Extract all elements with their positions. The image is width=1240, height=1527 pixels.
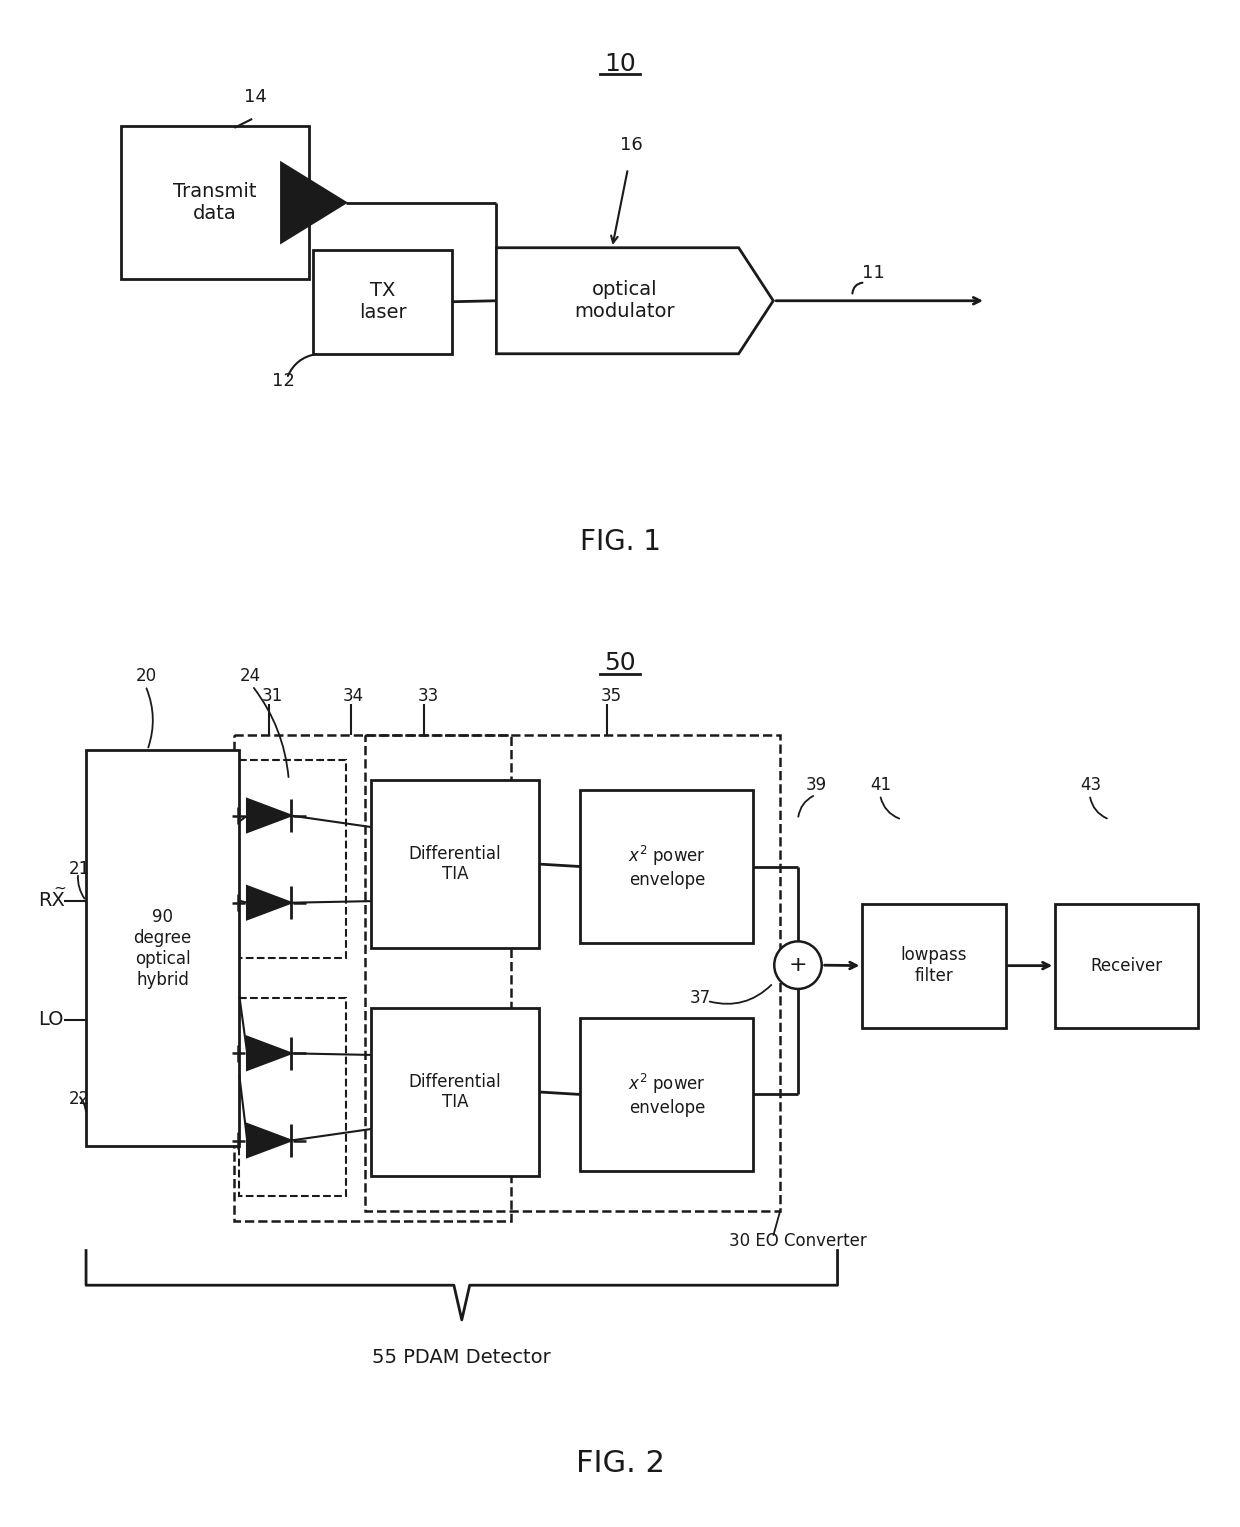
Bar	[1055, 904, 1198, 1028]
Text: 22: 22	[68, 1090, 89, 1109]
Text: $x^2$ power
envelope: $x^2$ power envelope	[629, 1072, 706, 1116]
Text: lowpass
filter: lowpass filter	[900, 947, 967, 985]
Text: LO: LO	[38, 1011, 64, 1029]
Bar	[234, 736, 511, 1220]
Bar	[580, 789, 754, 944]
Text: 14: 14	[244, 89, 267, 105]
Text: 21: 21	[68, 860, 89, 878]
Text: 24: 24	[239, 667, 260, 684]
Polygon shape	[247, 1037, 290, 1070]
Text: 41: 41	[870, 776, 892, 794]
Bar	[580, 1017, 754, 1171]
Text: 11: 11	[862, 264, 885, 281]
Bar	[365, 736, 780, 1211]
Bar	[239, 997, 346, 1196]
Text: Transmit
data: Transmit data	[172, 182, 257, 223]
Bar	[120, 125, 309, 279]
Text: 43: 43	[1080, 776, 1101, 794]
Bar	[86, 750, 239, 1147]
Text: RX: RX	[38, 892, 66, 910]
Text: FIG. 1: FIG. 1	[579, 528, 661, 556]
Text: 37: 37	[689, 989, 711, 1006]
Text: 55 PDAM Detector: 55 PDAM Detector	[372, 1348, 551, 1367]
Text: TX
laser: TX laser	[358, 281, 407, 322]
Text: 30 EO Converter: 30 EO Converter	[729, 1232, 867, 1249]
Text: 31: 31	[262, 687, 283, 704]
Text: 33: 33	[418, 687, 439, 704]
Text: Differential
TIA: Differential TIA	[408, 1072, 501, 1112]
Text: 35: 35	[600, 687, 621, 704]
Polygon shape	[496, 247, 774, 354]
Text: 50: 50	[604, 651, 636, 675]
Text: Receiver: Receiver	[1091, 956, 1163, 974]
Polygon shape	[247, 886, 290, 919]
Text: 16: 16	[620, 136, 642, 154]
Text: 34: 34	[343, 687, 365, 704]
Text: optical
modulator: optical modulator	[574, 281, 676, 321]
Bar	[314, 250, 451, 354]
Circle shape	[774, 941, 822, 989]
Text: 10: 10	[604, 52, 636, 75]
Bar	[371, 780, 539, 948]
Text: 90
degree
optical
hybrid: 90 degree optical hybrid	[134, 909, 192, 988]
Polygon shape	[247, 1124, 290, 1157]
Text: Differential
TIA: Differential TIA	[408, 844, 501, 884]
Bar	[862, 904, 1006, 1028]
Text: 20: 20	[135, 667, 156, 684]
Polygon shape	[281, 163, 346, 243]
Bar	[239, 760, 346, 959]
Text: +: +	[789, 956, 807, 976]
Text: 12: 12	[272, 371, 295, 389]
Text: ~: ~	[53, 881, 66, 896]
Text: $x^2$ power
envelope: $x^2$ power envelope	[629, 844, 706, 889]
Text: 39: 39	[806, 776, 827, 794]
Bar	[371, 1008, 539, 1176]
Text: FIG. 2: FIG. 2	[575, 1449, 665, 1478]
Polygon shape	[247, 799, 290, 832]
